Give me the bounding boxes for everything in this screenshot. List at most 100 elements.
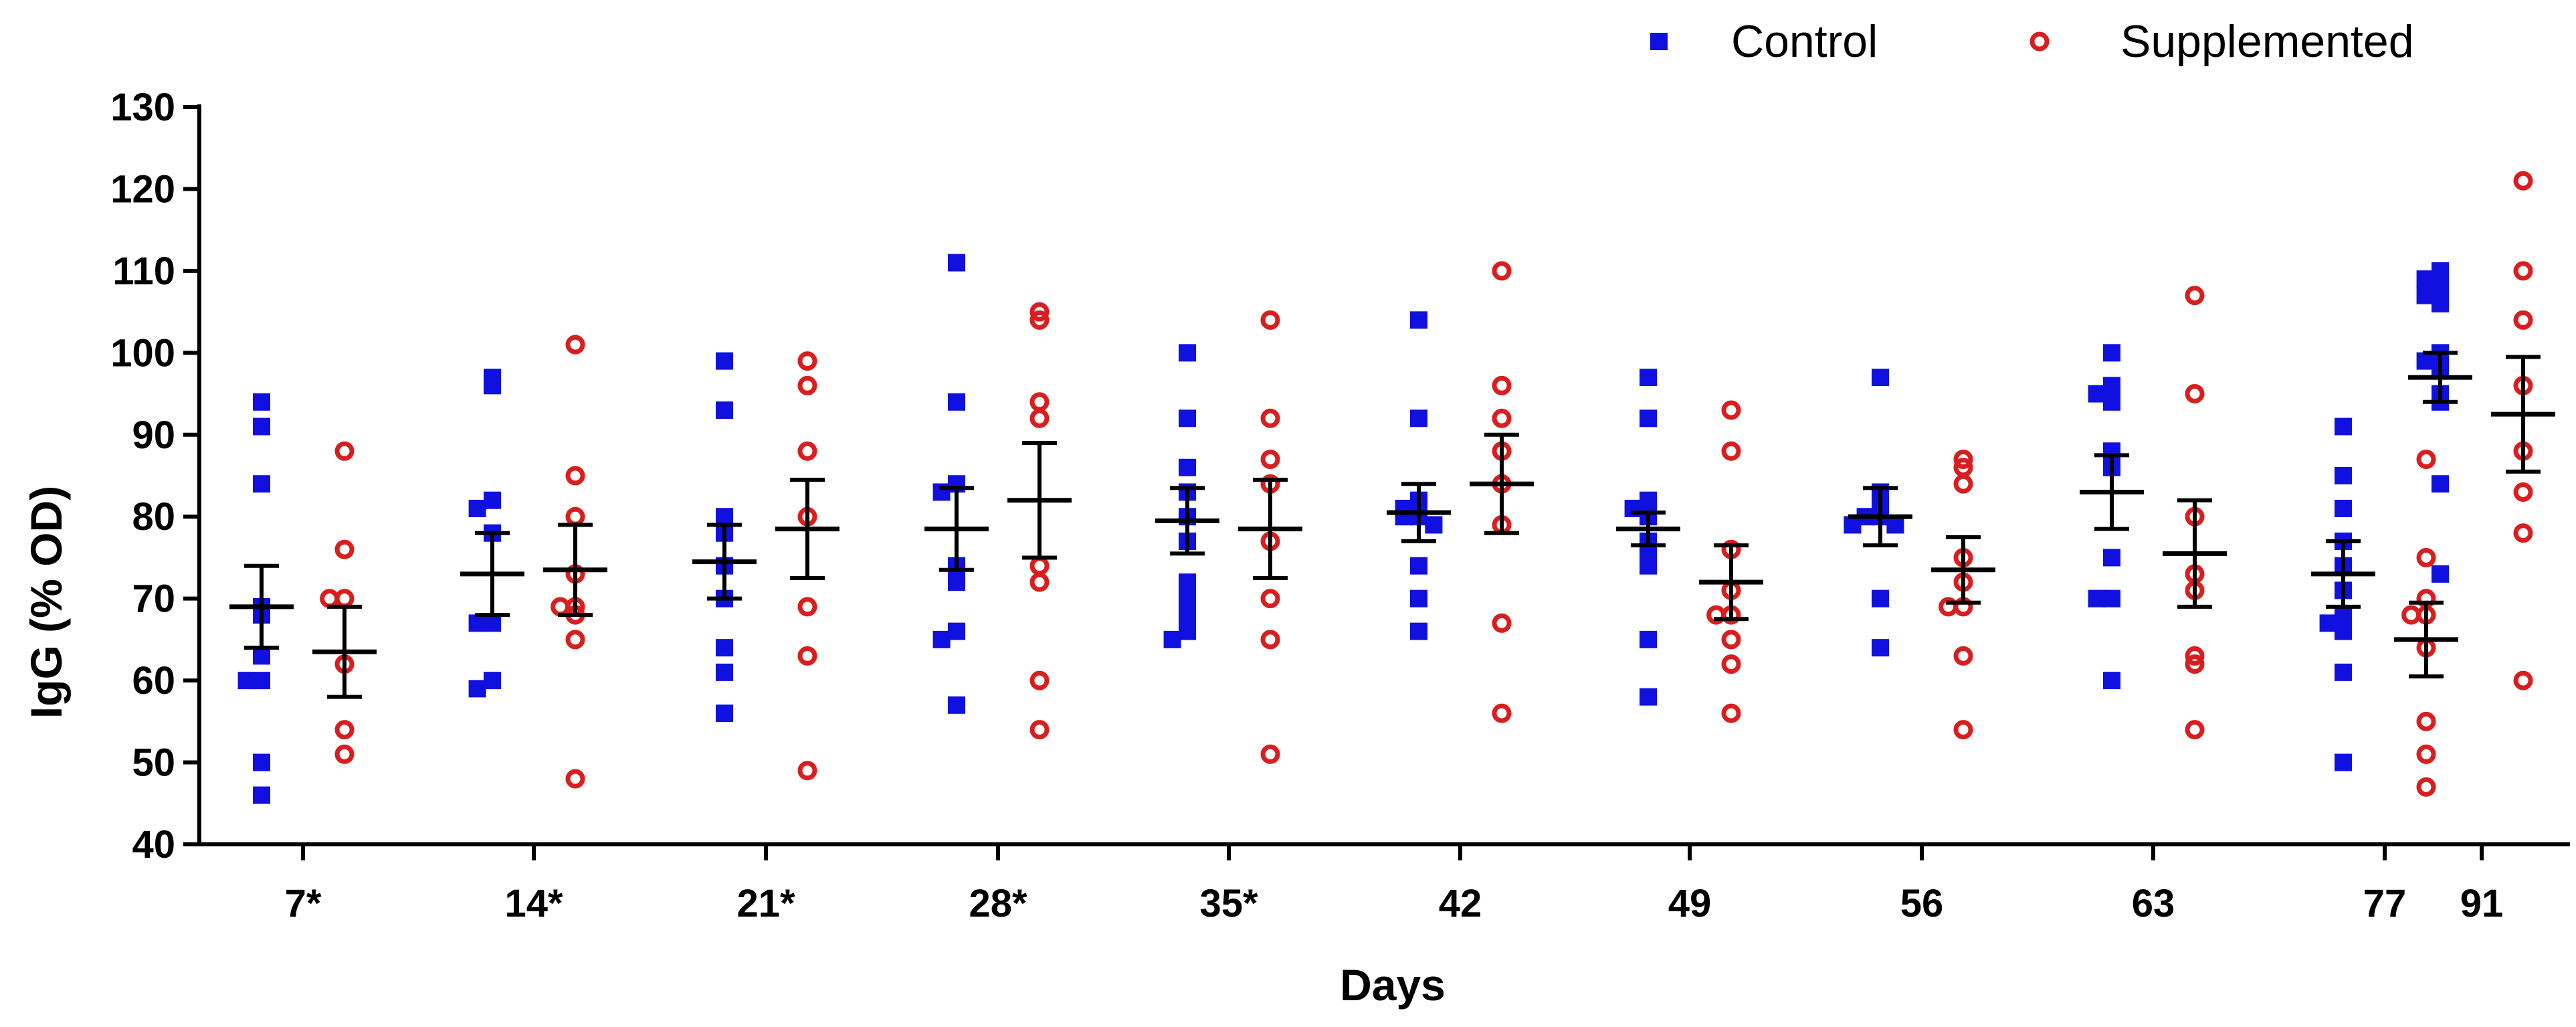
supplemented-point: [1721, 400, 1741, 420]
control-point: [716, 705, 733, 723]
supplemented-point: [2513, 310, 2533, 330]
control-point: [948, 393, 965, 411]
control-point: [2335, 622, 2352, 640]
control-point: [484, 377, 501, 395]
control-point: [1872, 589, 1889, 608]
control-point: [2335, 499, 2352, 517]
error-bar: [2394, 600, 2458, 678]
y-tick-label: 70: [132, 577, 175, 621]
control-point: [2103, 377, 2120, 395]
control-point: [932, 630, 951, 648]
supplemented-point: [797, 646, 817, 666]
error-bar: [1387, 482, 1451, 543]
supplemented-point: [1029, 556, 1050, 576]
error-bar: [1699, 543, 1763, 622]
control-point: [253, 753, 270, 771]
supplemented-point: [1260, 630, 1280, 650]
control-point: [1640, 688, 1657, 706]
supplemented-point: [1721, 630, 1741, 650]
control-point: [2335, 753, 2352, 771]
control-point: [253, 475, 270, 493]
supplemented-point: [1953, 646, 1973, 666]
control-point: [1179, 409, 1196, 428]
x-tick-label: 42: [1439, 882, 1482, 925]
control-point: [2103, 589, 2120, 608]
supplemented-point: [1029, 720, 1050, 740]
control-point: [468, 680, 486, 698]
supplemented-point: [2416, 777, 2436, 797]
error-bar: [1238, 478, 1302, 581]
supplemented-point: [565, 506, 585, 527]
control-point: [1872, 639, 1889, 657]
x-tick-label: 63: [2132, 882, 2175, 925]
y-axis: 40 50 60 70 80 90 100 110 120 130: [110, 86, 201, 866]
supplemented-point: [2401, 605, 2421, 625]
control-point: [2432, 262, 2449, 280]
supplemented-point: [1492, 261, 1512, 281]
supplemented-point: [2416, 547, 2436, 567]
control-point: [1410, 557, 1427, 575]
legend: Control Supplemented: [1650, 16, 2414, 67]
control-point: [1410, 311, 1427, 329]
control-point: [2335, 467, 2352, 484]
control-point: [948, 696, 965, 714]
supplemented-point: [1939, 597, 1959, 617]
legend-control-marker: [1650, 33, 1668, 50]
supplemented-point: [2416, 744, 2436, 764]
error-bar: [924, 486, 989, 572]
supplemented-point: [1953, 720, 1973, 740]
x-tick-label: 21*: [736, 882, 795, 925]
supplemented-point: [1706, 605, 1726, 625]
x-tick-label: 35*: [1199, 882, 1258, 925]
error-bar: [1616, 510, 1680, 548]
control-point: [1886, 516, 1904, 534]
error-bars: [229, 351, 2555, 699]
supplemented-point: [565, 466, 585, 486]
y-tick-label: 130: [110, 86, 175, 129]
control-point: [2088, 589, 2106, 608]
control-point: [2103, 393, 2120, 411]
error-bar: [2491, 355, 2555, 474]
supplemented-point: [1721, 703, 1741, 723]
supplemented-point: [1953, 450, 1973, 470]
control-point: [716, 352, 733, 370]
error-bar: [312, 604, 377, 699]
y-tick-label: 110: [112, 250, 175, 293]
supplemented-point: [2185, 384, 2205, 404]
control-point: [2416, 286, 2434, 304]
legend-supplemented-marker: [2029, 31, 2050, 52]
supplemented-point: [1260, 589, 1280, 609]
control-point: [2432, 278, 2449, 296]
control-point: [468, 499, 486, 517]
control-point: [253, 393, 270, 411]
supplemented-point: [334, 539, 355, 559]
control-point: [716, 401, 733, 419]
y-tick-label: 90: [132, 413, 175, 457]
legend-supplemented-label: Supplemented: [2120, 16, 2414, 67]
control-point: [1179, 458, 1196, 476]
error-bar: [2311, 539, 2375, 609]
supplemented-point: [1492, 375, 1512, 395]
supplemented-point: [334, 589, 355, 609]
supplemented-point: [2513, 523, 2533, 543]
x-axis: 7* 14* 21* 28* 35* 42 49 56 63 77 91: [197, 842, 2570, 925]
supplemented-point: [2513, 171, 2533, 191]
control-point: [716, 639, 733, 657]
x-tick-label: 56: [1900, 882, 1944, 925]
supplemented-point: [1029, 572, 1050, 592]
control-point: [253, 672, 270, 690]
error-bar: [2080, 453, 2144, 531]
error-bar: [2408, 351, 2472, 404]
supplemented-point: [1492, 408, 1512, 428]
control-point: [2319, 614, 2337, 632]
control-point: [2432, 294, 2449, 312]
supplemented-point: [1029, 408, 1050, 428]
control-point: [2432, 475, 2449, 493]
supplemented-point: [334, 720, 355, 740]
control-point: [1640, 491, 1657, 509]
supplemented-point: [551, 597, 571, 617]
error-bar: [1007, 441, 1072, 560]
control-point: [1844, 516, 1862, 534]
error-bar: [460, 531, 524, 618]
supplemented-point: [2513, 670, 2533, 690]
